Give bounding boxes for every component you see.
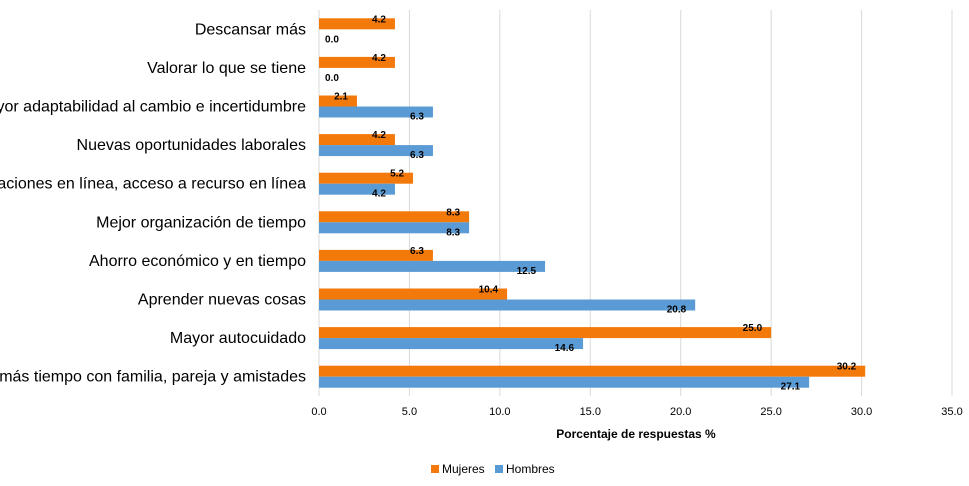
category-label: Pasar más tiempo con familia, pareja y a… (0, 369, 306, 386)
data-label: 6.3 (410, 112, 424, 123)
category-label: Nuevas oportunidades laborales (77, 137, 306, 154)
bars: 4.2 0.0 4.2 0.0 2.1 6.3 4.2 6.3 5.2 4.2 8.3 8.3 6.3 1… (319, 14, 866, 393)
legend-swatch-mujeres (431, 465, 439, 473)
bar-hombres (319, 145, 433, 157)
bar-hombres (319, 222, 470, 234)
bar-mujeres (319, 327, 772, 339)
bar-mujeres (319, 211, 470, 223)
legend-label-mujeres: Mujeres (442, 462, 485, 476)
data-label: 10.4 (479, 285, 499, 296)
category-label: Mayor autocuidado (170, 330, 306, 347)
data-label: 2.1 (334, 92, 348, 103)
data-label: 8.3 (446, 227, 460, 238)
bar-mujeres (319, 365, 866, 377)
category-label: Valorar lo que se tiene (147, 60, 306, 77)
data-label: 0.0 (325, 73, 339, 84)
data-label: 8.3 (446, 207, 460, 218)
category-label: Capacitaciones en línea, acceso a recurs… (0, 176, 306, 193)
data-label: 0.0 (325, 34, 339, 45)
bar-mujeres (319, 172, 414, 184)
gridlines (318, 10, 953, 396)
legend-label-hombres: Hombres (506, 462, 555, 476)
bar-mujeres (319, 288, 508, 300)
x-axis-title: Porcentaje de respuestas % (556, 427, 716, 441)
bar-mujeres (319, 95, 357, 107)
data-label: 6.3 (410, 150, 424, 161)
category-label: Descansar más (195, 21, 306, 38)
category-label: Aprender nuevas cosas (138, 292, 306, 309)
bar-mujeres (319, 56, 395, 68)
x-tick-label: 10.0 (489, 406, 510, 418)
x-tick-labels: 0.0 5.0 10.0 15.0 20.0 25.0 30.0 35.0 (311, 406, 962, 418)
bar-hombres (319, 260, 546, 272)
bar-mujeres (319, 249, 433, 261)
data-label: 12.5 (517, 266, 537, 277)
data-label: 25.0 (743, 323, 763, 334)
bar-hombres (319, 183, 395, 195)
data-label: 4.2 (372, 14, 386, 25)
category-labels: Descansar más Valorar lo que se tiene Mayo… (0, 21, 306, 385)
category-label: Ahorro económico y en tiempo (89, 253, 306, 270)
data-label: 6.3 (410, 246, 424, 257)
x-tick-label: 0.0 (311, 406, 326, 418)
bar-hombres (319, 376, 810, 388)
x-tick-label: 15.0 (580, 406, 601, 418)
x-tick-label: 35.0 (941, 406, 962, 418)
bar-hombres (319, 299, 696, 311)
data-label: 4.2 (372, 189, 386, 200)
bar-hombres (319, 338, 584, 350)
data-label: 30.2 (837, 362, 857, 373)
x-tick-label: 20.0 (670, 406, 691, 418)
data-label: 4.2 (372, 53, 386, 64)
legend-swatch-hombres (495, 465, 503, 473)
bar-mujeres (319, 18, 395, 30)
x-tick-label: 25.0 (760, 406, 781, 418)
data-label: 20.8 (667, 305, 687, 316)
bar-hombres (319, 106, 433, 118)
x-tick-label: 5.0 (402, 406, 417, 418)
data-label: 27.1 (781, 382, 801, 393)
category-label: Mayor adaptabilidad al cambio e incertid… (0, 99, 306, 116)
legend: Mujeres Hombres (431, 462, 555, 476)
data-label: 14.6 (555, 343, 575, 354)
category-label: Mejor organización de tiempo (96, 214, 306, 231)
data-label: 5.2 (390, 169, 404, 180)
data-label: 4.2 (372, 130, 386, 141)
x-tick-label: 30.0 (851, 406, 872, 418)
bar-mujeres (319, 134, 395, 146)
